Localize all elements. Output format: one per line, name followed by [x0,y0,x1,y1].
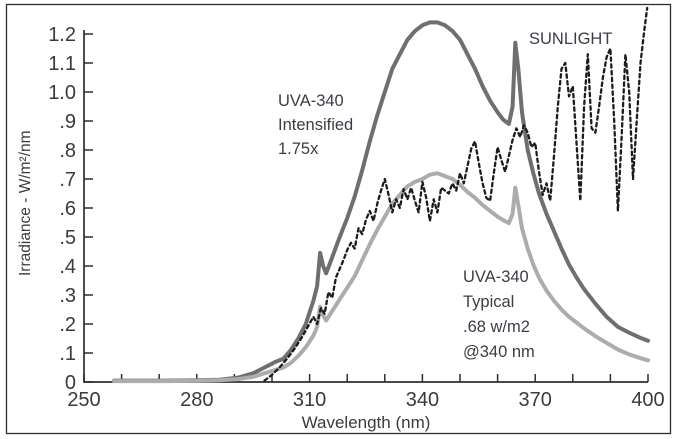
y-tick-label: 1.2 [48,24,76,46]
y-tick-label: .4 [59,256,76,278]
annotation-uva340-intensified: 1.75x [278,140,319,158]
y-tick-label: .3 [59,285,76,307]
y-tick-label: 1.0 [48,82,76,104]
y-tick-label: 1.1 [48,53,76,75]
y-tick-label: .2 [59,314,76,336]
annotation-uva340-intensified: UVA-340 [278,92,344,110]
figure-border [5,3,672,435]
x-tick-label: 280 [180,389,213,411]
annotation-uva340-typical: @340 nm [463,343,535,361]
x-axis-title: Wavelength (nm) [302,413,431,432]
annotation-sunlight: SUNLIGHT [529,30,612,48]
y-tick-label: .8 [59,140,76,162]
series-uva-340-intensified-1-75x [112,20,650,383]
series-sunlight [263,6,649,382]
data-series [112,6,650,384]
y-tick-label: .9 [59,111,76,133]
y-tick-label: .5 [59,227,76,249]
y-tick-label: .6 [59,198,76,220]
annotation-uva340-typical: UVA-340 [463,268,529,286]
x-tick-label: 250 [67,389,100,411]
y-tick-label: 0 [65,372,76,394]
y-axis-title: Irradiance - W/m²/nm [17,130,34,276]
x-tick-label: 400 [631,389,664,411]
x-tick-label: 370 [519,389,552,411]
x-tick-label: 310 [293,389,326,411]
series-uva-340-typical-68-w-m2-340-nm [112,171,650,384]
annotation-uva340-typical: Typical [463,293,514,311]
y-tick-label: .1 [59,343,76,365]
annotation-uva340-intensified: Intensified [278,116,353,134]
y-tick-label: .7 [59,169,76,191]
x-tick-label: 340 [406,389,439,411]
curve-annotations: UVA-340 Intensified 1.75x SUNLIGHT UVA-340 Ty… [278,30,612,361]
axis-tick-labels: 0 .1 .2 .3 .4 .5 .6 .7 .8 .9 1.0 1.1 1.2 250 280 310 340… [48,24,665,411]
annotation-uva340-typical: .68 w/m2 [463,318,530,336]
